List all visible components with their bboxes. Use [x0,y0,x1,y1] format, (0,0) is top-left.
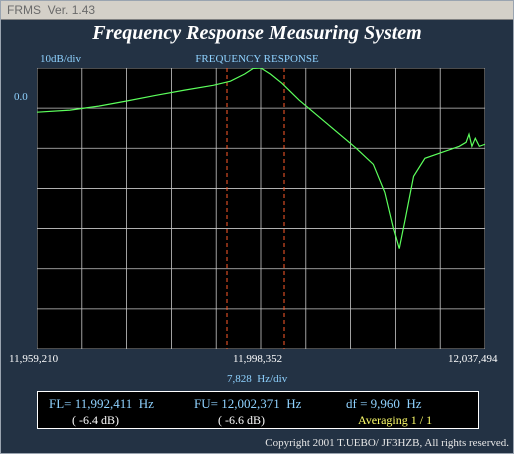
x-right-label: 12,037,494 [448,353,498,365]
copyright-notice: Copyright 2001 T.UEBO/ JF3HZB, All right… [265,437,509,449]
fu-db-readout: ( -6.6 dB) [218,413,265,427]
title-bar[interactable]: FRMS Ver. 1.43 [1,1,513,20]
x-left-label: 11,959,210 [9,353,59,365]
x-center-label: 11,998,352 [233,353,283,365]
x-scale-label: 7,828 Hz/div [227,373,288,385]
y-scale-label: 10dB/div [40,53,81,65]
response-curve [37,68,485,249]
df-readout: df = 9,960 Hz [346,396,422,411]
fl-readout: FL= 11,992,411 Hz [49,396,154,411]
frequency-response-plot [37,68,485,349]
y-ref-label: 0.0 [14,91,28,103]
readout-panel: FL= 11,992,411 Hz FU= 12,002,371 Hz df =… [37,391,479,429]
fu-readout: FU= 12,002,371 Hz [194,396,302,411]
app-title: Frequency Response Measuring System [92,22,422,44]
plot-title: FREQUENCY RESPONSE [195,53,319,65]
averaging-readout: Averaging 1 / 1 [358,413,433,427]
fl-db-readout: ( -6.4 dB) [72,413,119,427]
window-title: FRMS Ver. 1.43 [7,3,96,17]
chart-svg [37,68,485,349]
